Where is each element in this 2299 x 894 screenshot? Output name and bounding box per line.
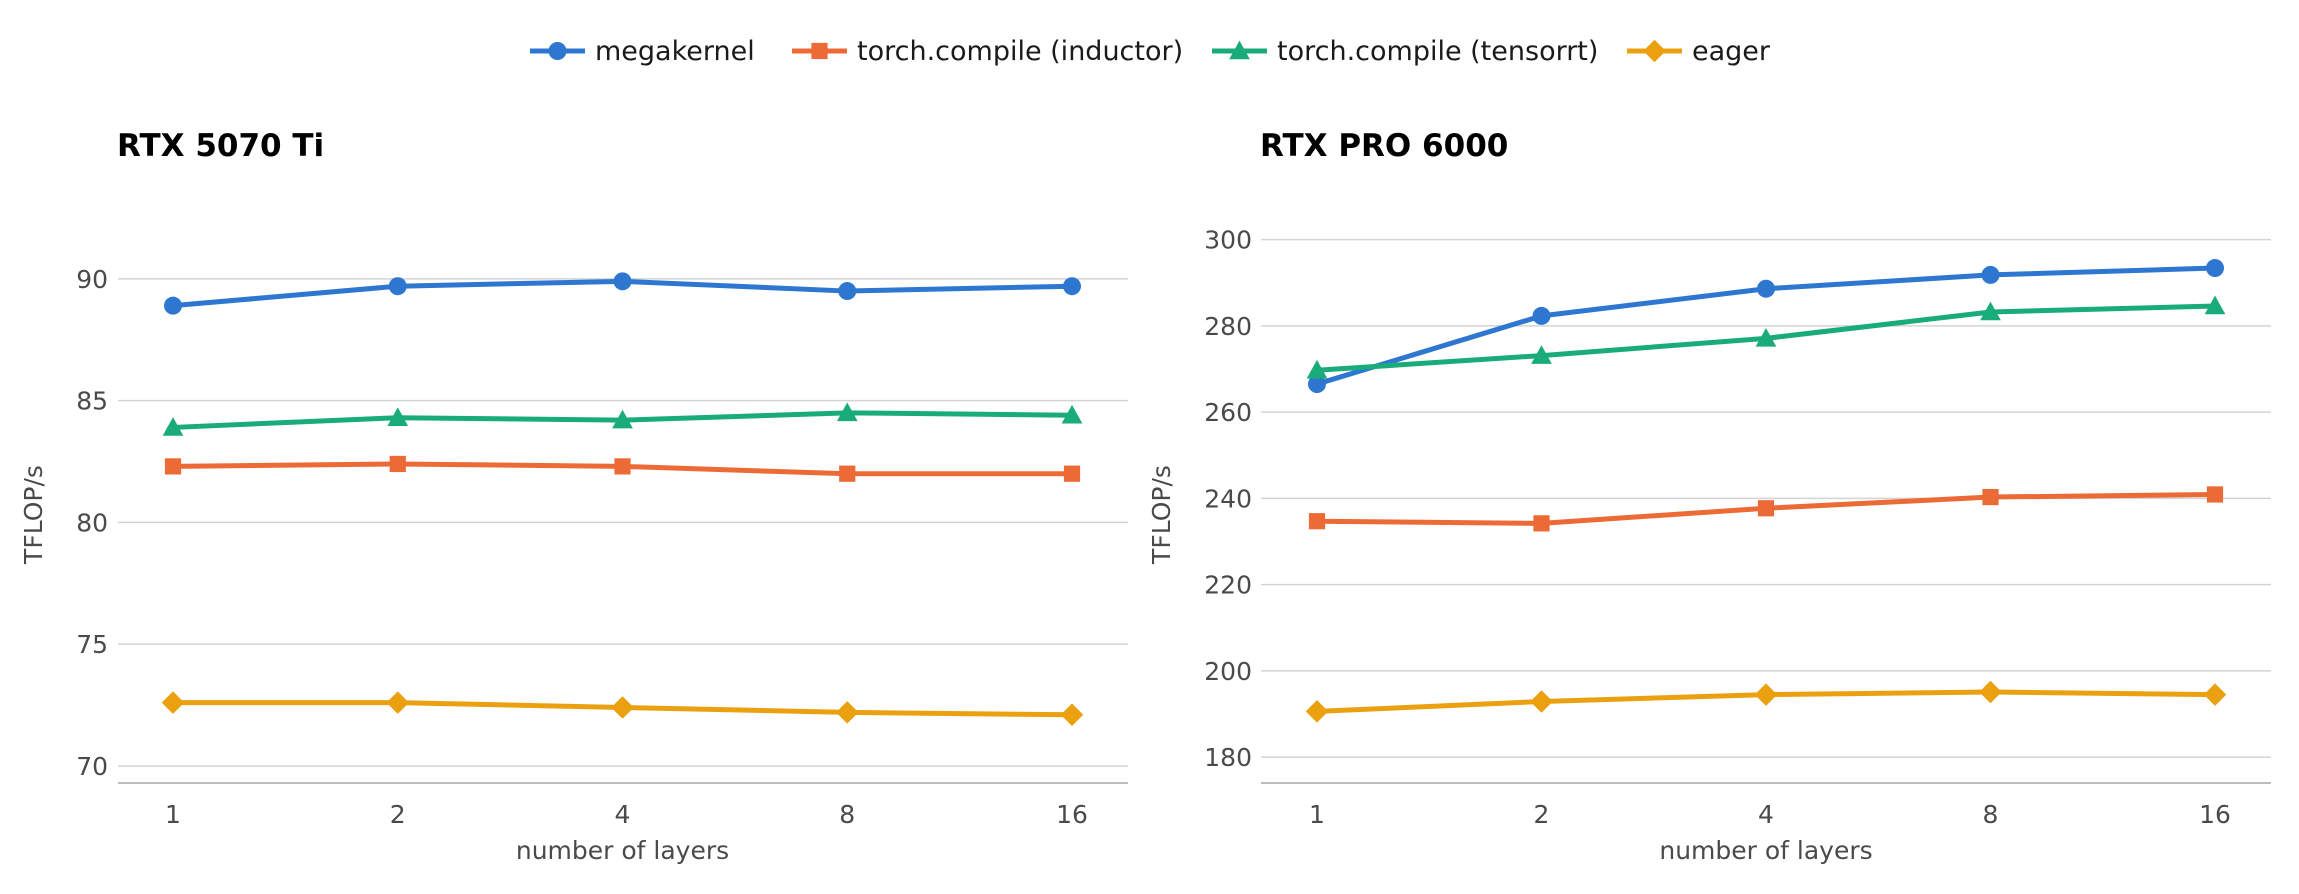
legend-label: torch.compile (tensorrt) bbox=[1277, 36, 1598, 67]
data-point bbox=[612, 409, 633, 429]
data-point bbox=[1306, 359, 1328, 379]
data-point bbox=[836, 402, 858, 422]
series-torch-compile-tensorrt bbox=[1306, 295, 2226, 379]
data-point bbox=[2206, 259, 2224, 278]
legend-item-megakernel: megakernel bbox=[530, 36, 755, 67]
data-point bbox=[161, 691, 185, 714]
y-tick-label: 200 bbox=[1204, 657, 1252, 686]
series-torch-compile-inductor bbox=[164, 455, 1081, 482]
data-point bbox=[164, 296, 182, 315]
y-tick-label: 280 bbox=[1204, 312, 1252, 341]
legend-item-torch-compile-inductor: torch.compile (inductor) bbox=[792, 36, 1183, 67]
data-point bbox=[1063, 465, 1081, 482]
legend-label: torch.compile (inductor) bbox=[857, 36, 1183, 67]
data-point bbox=[1757, 279, 1775, 298]
y-tick-label: 70 bbox=[76, 752, 108, 781]
chart-panel-rtx-pro-6000: RTX PRO 6000 180 200 220 240 260 280 300 1 2 4 8 16 n… bbox=[1147, 128, 2271, 865]
y-tick-label: 220 bbox=[1204, 571, 1252, 600]
data-point bbox=[613, 272, 632, 291]
data-point bbox=[1530, 690, 1553, 713]
data-point bbox=[838, 282, 857, 301]
data-point bbox=[839, 465, 856, 482]
legend-marker-circle bbox=[548, 42, 567, 60]
data-point bbox=[2203, 683, 2227, 706]
data-point bbox=[386, 691, 409, 714]
legend-marker-square bbox=[811, 42, 828, 60]
data-point bbox=[611, 696, 634, 719]
legend-item-torch-compile-tensorrt: torch.compile (tensorrt) bbox=[1212, 36, 1598, 67]
data-point bbox=[1980, 301, 2001, 321]
y-tick-label: 85 bbox=[76, 387, 108, 416]
data-point bbox=[1533, 515, 1550, 532]
data-point bbox=[389, 455, 406, 473]
data-point bbox=[1060, 703, 1084, 727]
y-tick-label: 260 bbox=[1204, 398, 1252, 427]
x-axis-title: number of layers bbox=[516, 836, 729, 865]
data-point bbox=[2206, 486, 2224, 503]
y-tick-label: 240 bbox=[1204, 484, 1252, 513]
legend-label: megakernel bbox=[595, 36, 755, 67]
y-axis-title: TFLOP/s bbox=[19, 465, 48, 565]
data-point bbox=[2204, 295, 2226, 315]
chart-title: RTX 5070 Ti bbox=[117, 128, 324, 164]
data-point bbox=[162, 417, 184, 436]
data-point bbox=[164, 458, 182, 475]
legend-label: eager bbox=[1692, 36, 1771, 67]
x-tick-label: 8 bbox=[1983, 800, 1999, 829]
data-point bbox=[1979, 680, 2002, 704]
data-point bbox=[1754, 683, 1778, 706]
data-point bbox=[1755, 327, 1777, 347]
series-torch-compile-tensorrt bbox=[162, 402, 1083, 436]
data-point bbox=[1308, 513, 1326, 530]
y-tick-label: 90 bbox=[76, 265, 108, 294]
x-axis-title: number of layers bbox=[1659, 836, 1872, 865]
series-eager bbox=[1305, 680, 2227, 723]
x-tick-label: 16 bbox=[2199, 800, 2231, 829]
x-tick-label: 16 bbox=[1056, 800, 1088, 829]
data-point bbox=[1981, 265, 2000, 284]
data-point bbox=[1061, 404, 1083, 424]
series-megakernel bbox=[164, 272, 1081, 315]
data-point bbox=[1308, 375, 1326, 394]
data-point bbox=[388, 277, 407, 296]
x-tick-label: 8 bbox=[839, 800, 855, 829]
legend-marker-triangle bbox=[1229, 40, 1250, 60]
legend: megakernel torch.compile (inductor) torch.… bbox=[530, 36, 1771, 67]
chart-panel-rtx-5070-ti: RTX 5070 Ti 70 75 80 85 90 1 2 4 8 16 number of lay… bbox=[19, 128, 1128, 865]
y-axis-title: TFLOP/s bbox=[1147, 465, 1176, 565]
data-point bbox=[387, 407, 409, 426]
data-point bbox=[1757, 500, 1775, 517]
series-eager bbox=[161, 691, 1084, 727]
data-point bbox=[836, 701, 859, 724]
y-tick-label: 300 bbox=[1204, 226, 1252, 255]
y-tick-label: 75 bbox=[76, 630, 108, 659]
series-torch-compile-inductor bbox=[1308, 486, 2224, 532]
y-tick-label: 80 bbox=[76, 508, 108, 537]
series-megakernel bbox=[1308, 259, 2224, 394]
x-tick-label: 2 bbox=[1534, 800, 1550, 829]
x-tick-label: 1 bbox=[165, 800, 181, 829]
x-tick-label: 4 bbox=[1758, 800, 1774, 829]
x-tick-label: 2 bbox=[390, 800, 406, 829]
data-point bbox=[614, 458, 631, 475]
data-point bbox=[1305, 700, 1329, 723]
legend-item-eager: eager bbox=[1627, 36, 1771, 67]
data-point bbox=[1063, 277, 1081, 296]
data-point bbox=[1982, 488, 1999, 506]
data-point bbox=[1531, 345, 1552, 364]
legend-marker-diamond bbox=[1643, 39, 1666, 63]
chart-title: RTX PRO 6000 bbox=[1260, 128, 1508, 164]
data-point bbox=[1532, 306, 1551, 325]
y-tick-label: 180 bbox=[1204, 743, 1252, 772]
x-tick-label: 4 bbox=[615, 800, 631, 829]
x-tick-label: 1 bbox=[1309, 800, 1325, 829]
